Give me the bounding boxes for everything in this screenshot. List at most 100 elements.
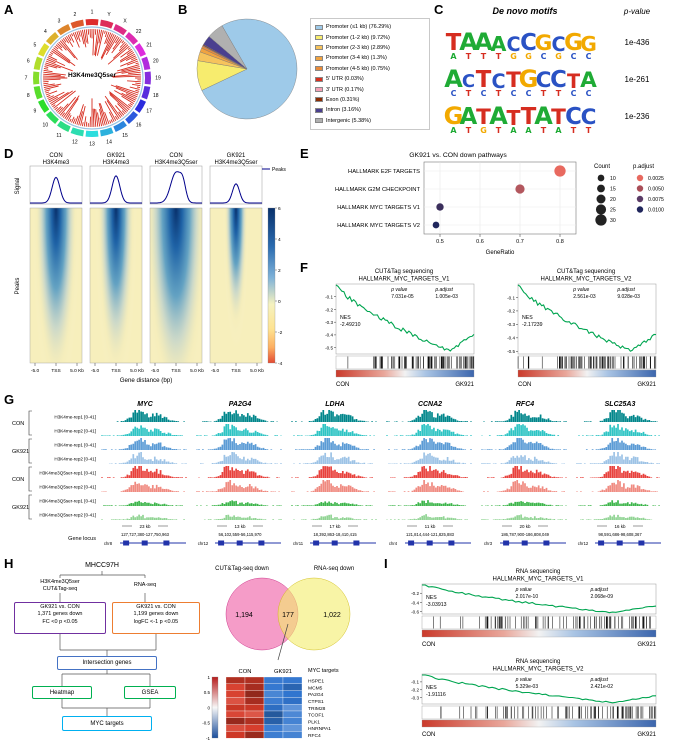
legend-label: Promoter (1-2 kb) (9.72%) bbox=[326, 34, 390, 41]
group-bracket bbox=[28, 494, 32, 520]
text-element: GK921 bbox=[227, 153, 246, 159]
motif-letter: T bbox=[506, 68, 521, 94]
motif-subletter: G bbox=[525, 52, 532, 61]
text-element: 0 bbox=[278, 299, 281, 305]
legend-label: 5' UTR (0.03%) bbox=[326, 76, 364, 83]
text-element: CON bbox=[49, 153, 62, 159]
g-element: Signal bbox=[15, 178, 21, 195]
text-element: -0.1 bbox=[411, 680, 419, 685]
gene-title: RFC4 bbox=[516, 401, 534, 408]
pvalue-header: p-value bbox=[623, 7, 651, 16]
signal-peaks bbox=[483, 480, 565, 492]
text-element: GK921 vs. CON down pathways bbox=[409, 152, 507, 159]
text-element: HALLMARK MYC TARGETS V2 bbox=[337, 223, 420, 229]
chromosome-label: 22 bbox=[136, 29, 142, 35]
flow-box-intersection: Intersection genes bbox=[57, 656, 157, 670]
locus-coords: 186,787,900-186,808,049 bbox=[501, 532, 550, 537]
panel-d-label: D bbox=[4, 146, 14, 161]
flow-box-cuttag-result: GK921 vs. CON 1,371 genes down FC <0 p <… bbox=[14, 602, 106, 634]
chromosome-label: X bbox=[123, 19, 127, 25]
locus-scale: 23 kb bbox=[139, 524, 151, 529]
locus-scale: 11 kb bbox=[425, 524, 436, 529]
gene-exon bbox=[141, 540, 148, 546]
flow-box-heatmap: Heatmap bbox=[32, 686, 92, 699]
chromosome-arc bbox=[125, 31, 139, 45]
gene-exon bbox=[426, 540, 433, 546]
chromosome-label: 9 bbox=[33, 109, 36, 115]
signal-peaks bbox=[487, 466, 567, 478]
signal-peaks bbox=[585, 438, 657, 450]
text-element: -3.03913 bbox=[426, 602, 447, 608]
flow-box-rnaseq-result: GK921 vs. CON 1,199 genes down logFC <-1… bbox=[112, 602, 200, 634]
legend-item: Promoter (1-2 kb) (9.72%) bbox=[315, 32, 425, 42]
chromosome-label: 19 bbox=[155, 76, 161, 82]
text-element: -1 bbox=[206, 736, 210, 741]
rect-element bbox=[517, 283, 657, 355]
text-element: 6 bbox=[278, 206, 281, 212]
rect-element bbox=[421, 673, 657, 705]
motif-subletter: A bbox=[450, 126, 457, 135]
motif-letter: A bbox=[489, 102, 508, 131]
heatmap-band bbox=[150, 208, 202, 363]
text-element: p value bbox=[572, 287, 589, 293]
motif-subletter: C bbox=[540, 52, 547, 61]
flow-box-myc-targets: MYC targets bbox=[62, 716, 152, 731]
gene-exon bbox=[123, 540, 130, 546]
rect-element bbox=[517, 355, 657, 370]
signal-peaks bbox=[103, 500, 183, 506]
text-element: 0.0100 bbox=[648, 208, 664, 214]
chromosome-arc bbox=[99, 127, 114, 137]
motif-subletter: G bbox=[510, 52, 517, 61]
legend-swatch bbox=[315, 107, 323, 113]
signal-peaks bbox=[198, 466, 280, 478]
motif-subletter: T bbox=[570, 126, 577, 135]
heatmap-gene-label: PLK1 bbox=[308, 719, 320, 725]
text-element: RNA sequencing bbox=[516, 569, 561, 575]
group-label: CON bbox=[12, 421, 24, 427]
panel-g-label: G bbox=[4, 392, 15, 407]
flow-box-rnaseq-line1: GK921 vs. CON bbox=[136, 604, 176, 610]
venn-right-title: RNA-seq down bbox=[314, 566, 354, 572]
chromosome-label: 16 bbox=[136, 122, 142, 128]
text-element: 0.0025 bbox=[648, 176, 664, 182]
flow-connectors bbox=[59, 571, 157, 716]
venn-overlap-value: 177 bbox=[282, 612, 294, 619]
legend-swatch bbox=[315, 35, 323, 41]
motif-letter: C bbox=[506, 33, 521, 57]
enrichment-curve bbox=[335, 284, 475, 352]
chromosome-label: 12 bbox=[72, 139, 78, 145]
text-element: 9.028e-03 bbox=[617, 294, 640, 300]
gene-title: CCNA2 bbox=[418, 401, 442, 408]
flowchart: MHCC97H H3K4me3Q5ser CUT&Tag-seq RNA-seq… bbox=[12, 562, 202, 744]
text-element: TSS bbox=[111, 368, 120, 374]
heatmap-cell bbox=[225, 676, 246, 684]
text-element: H3K4me3Q5ser bbox=[214, 160, 257, 166]
text-element: TSS bbox=[51, 368, 60, 374]
chromosome-arc bbox=[37, 43, 50, 57]
text-element: -0.4 bbox=[325, 333, 333, 338]
heatmap-cell bbox=[282, 676, 303, 684]
rect-element bbox=[335, 283, 475, 355]
heatmap-cell bbox=[244, 676, 265, 684]
text-element: -0.1 bbox=[507, 295, 515, 300]
text-element: -5.0 bbox=[91, 368, 100, 374]
legend-label: Promoter (3-4 kb) (1.3%) bbox=[326, 55, 387, 62]
heatmap-band bbox=[210, 208, 262, 363]
motif-letter: T bbox=[445, 30, 462, 57]
heatmap-cell bbox=[282, 710, 303, 718]
legend-label: Promoter (2-3 kb) (2.89%) bbox=[326, 44, 390, 51]
signal-peaks bbox=[386, 410, 472, 422]
motif-subletter: T bbox=[495, 126, 502, 135]
gene-exon bbox=[331, 540, 338, 546]
panel-a-label: A bbox=[4, 2, 14, 17]
signal-peaks bbox=[386, 424, 472, 436]
